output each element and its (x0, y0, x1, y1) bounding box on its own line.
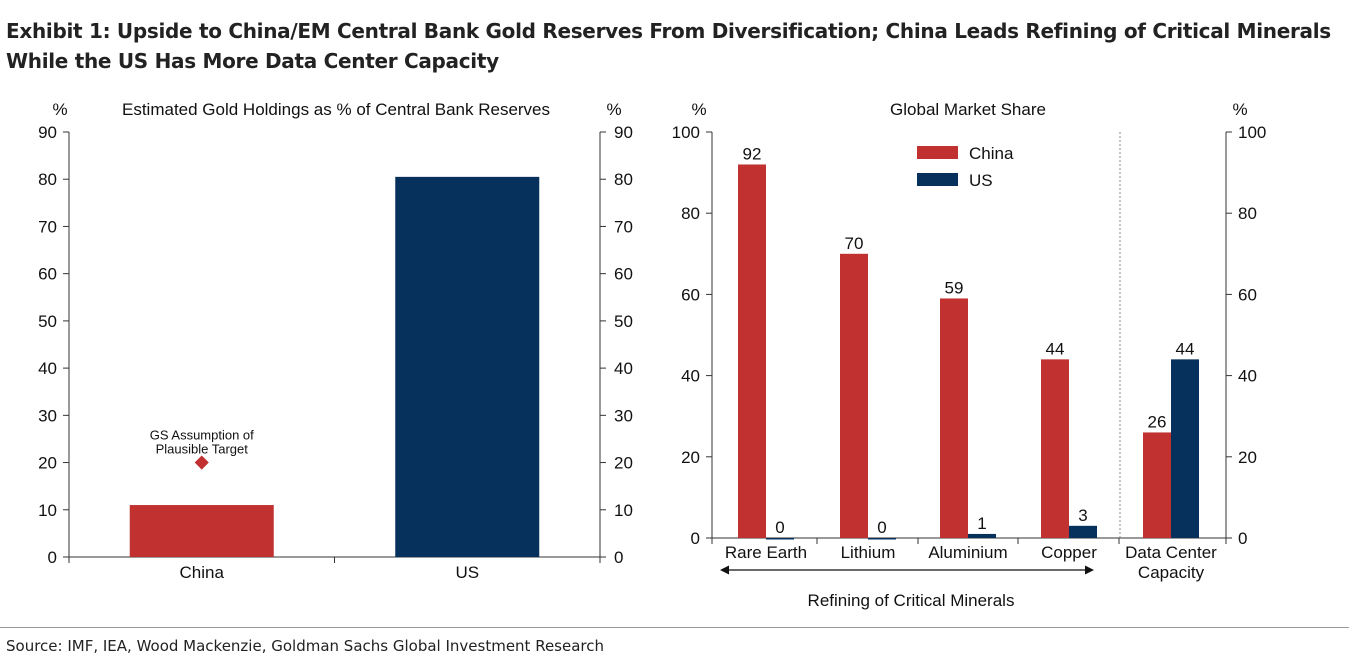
bar-china-lithium (840, 253, 868, 539)
data-label-china-copper: 44 (1046, 339, 1065, 358)
chart1-right-tick-label: 50 (614, 312, 633, 331)
chart1-left-tick-label: 70 (38, 217, 57, 236)
bar-china-data-center-capacity (1143, 432, 1171, 538)
data-label-us-data-center-capacity: 44 (1176, 339, 1195, 358)
bar-china-rare-earth (738, 164, 766, 539)
bar-china-copper (1041, 359, 1069, 538)
chart2-right-unit: % (1232, 100, 1247, 119)
chart2-category-label: Data Center (1125, 543, 1217, 562)
chart2-right-tick-label: 100 (1238, 123, 1266, 142)
chart1-category-label: US (455, 563, 479, 582)
chart1-left-tick-label: 0 (48, 548, 57, 567)
data-label-us-lithium: 0 (877, 518, 886, 537)
exhibit-title-line-1: Exhibit 1: Upside to China/EM Central Ba… (6, 19, 1331, 43)
exhibit-title: Exhibit 1: Upside to China/EM Central Ba… (6, 16, 1346, 76)
gs-target-diamond-marker (194, 455, 209, 470)
chart1-right-tick-label: 20 (614, 454, 633, 473)
chart1-left-tick-label: 90 (38, 123, 57, 142)
chart1-right-tick-label: 30 (614, 406, 633, 425)
gs-target-label-line2: Plausible Target (156, 442, 249, 457)
chart1-left-tick-label: 40 (38, 359, 57, 378)
data-label-china-aluminium: 59 (945, 278, 964, 297)
chart1-left-tick-label: 80 (38, 170, 57, 189)
chart1-right-tick-label: 40 (614, 359, 633, 378)
chart2-right-tick-label: 0 (1238, 529, 1247, 548)
bar-us-data-center-capacity (1171, 359, 1199, 538)
chart1-left-tick-label: 50 (38, 312, 57, 331)
chart2-category-label: Aluminium (928, 543, 1007, 562)
chart2-right-tick-label: 80 (1238, 204, 1257, 223)
chart1-category-label: China (180, 563, 225, 582)
chart1-bar-china (129, 505, 274, 557)
legend-swatch-china (917, 146, 958, 159)
chart1-right-unit: % (606, 100, 621, 119)
bar-us-aluminium (968, 533, 996, 538)
chart2-right-tick-label: 60 (1238, 285, 1257, 304)
chart1-right-tick-label: 90 (614, 123, 633, 142)
bar-china-aluminium (940, 298, 968, 538)
legend-label-us: US (969, 171, 993, 190)
group-label-refining: Refining of Critical Minerals (808, 591, 1015, 610)
chart2-right-tick-label: 20 (1238, 448, 1257, 467)
group-arrow-right-head (1085, 565, 1094, 575)
chart1-right-tick-label: 60 (614, 265, 633, 284)
exhibit-title-line-2: While the US Has More Data Center Capaci… (6, 49, 499, 73)
chart1-left-tick-label: 30 (38, 406, 57, 425)
chart1-right-tick-label: 0 (614, 548, 623, 567)
bar-us-lithium (868, 538, 896, 540)
chart1-left-tick-label: 60 (38, 265, 57, 284)
chart1-title: Estimated Gold Holdings as % of Central … (122, 100, 550, 119)
data-label-us-rare-earth: 0 (775, 518, 784, 537)
group-arrow-left-head (720, 565, 729, 575)
bar-us-copper (1069, 525, 1097, 538)
chart2-category-label: Rare Earth (725, 543, 807, 562)
market-share-chart: Global Market Share% % 0 0 20 20 40 40 60 60 80 80 1… (672, 100, 1267, 610)
source-divider (0, 627, 1349, 628)
chart2-left-tick-label: 20 (681, 448, 700, 467)
data-label-us-aluminium: 1 (977, 514, 986, 533)
data-label-china-rare-earth: 92 (743, 144, 762, 163)
chart2-category-label: Copper (1041, 543, 1097, 562)
chart2-title: Global Market Share (890, 100, 1046, 119)
gs-target-label-line1: GS Assumption of (150, 428, 254, 443)
chart1-left-unit: % (52, 100, 67, 119)
bar-us-rare-earth (766, 538, 794, 540)
chart2-left-tick-label: 80 (681, 204, 700, 223)
data-label-china-data-center-capacity: 26 (1148, 412, 1167, 431)
legend-swatch-us (917, 173, 958, 186)
chart2-left-tick-label: 0 (691, 529, 700, 548)
chart1-bar-us (395, 176, 540, 557)
source-note: Source: IMF, IEA, Wood Mackenzie, Goldma… (6, 637, 605, 655)
chart2-category-label: Capacity (1138, 563, 1205, 582)
chart1-left-tick-label: 20 (38, 454, 57, 473)
chart1-right-tick-label: 10 (614, 501, 633, 520)
data-label-china-lithium: 70 (845, 234, 864, 253)
data-label-us-copper: 3 (1078, 506, 1087, 525)
chart2-left-tick-label: 40 (681, 367, 700, 386)
legend-label-china: China (969, 144, 1014, 163)
chart1-right-tick-label: 70 (614, 217, 633, 236)
gold-holdings-chart: Estimated Gold Holdings as % of Central … (38, 100, 633, 582)
chart1-left-tick-label: 10 (38, 501, 57, 520)
chart2-left-tick-label: 60 (681, 285, 700, 304)
chart2-category-label: Lithium (841, 543, 896, 562)
chart2-right-tick-label: 40 (1238, 367, 1257, 386)
chart1-right-tick-label: 80 (614, 170, 633, 189)
chart-area: Estimated Gold Holdings as % of Central … (38, 100, 1267, 610)
chart2-left-unit: % (691, 100, 706, 119)
chart2-left-tick-label: 100 (672, 123, 700, 142)
